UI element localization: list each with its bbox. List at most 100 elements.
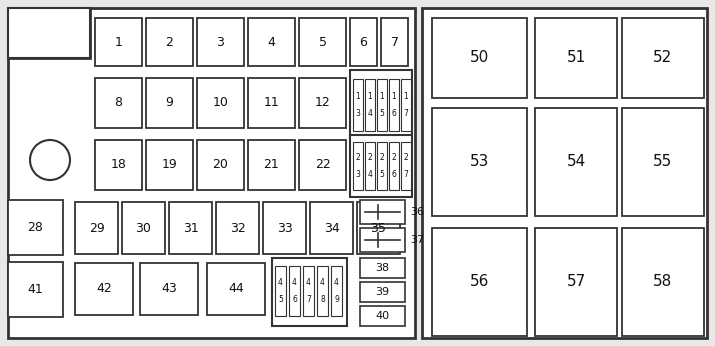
Bar <box>535 228 617 336</box>
Text: 8: 8 <box>320 295 325 304</box>
Text: 34: 34 <box>324 221 340 235</box>
Bar <box>535 108 617 216</box>
Bar <box>216 202 259 254</box>
Polygon shape <box>8 8 415 338</box>
Bar <box>140 263 198 315</box>
Text: 1: 1 <box>380 92 385 101</box>
Text: 44: 44 <box>228 282 244 295</box>
Text: 3: 3 <box>217 36 225 48</box>
Bar <box>622 18 704 98</box>
Bar <box>350 135 412 197</box>
Bar <box>197 78 244 128</box>
Bar <box>248 140 295 190</box>
Text: 57: 57 <box>566 274 586 290</box>
Text: 6: 6 <box>392 109 396 118</box>
Text: 2: 2 <box>368 153 373 162</box>
Bar <box>122 202 165 254</box>
Text: 11: 11 <box>264 97 280 109</box>
Bar <box>622 228 704 336</box>
Bar <box>146 140 193 190</box>
Bar <box>263 202 306 254</box>
Bar <box>432 228 527 336</box>
Bar <box>8 262 63 317</box>
Text: 6: 6 <box>360 36 368 48</box>
Text: 8: 8 <box>114 97 122 109</box>
Text: 1: 1 <box>368 92 373 101</box>
Text: 31: 31 <box>182 221 198 235</box>
Bar <box>317 266 328 316</box>
Bar <box>299 140 346 190</box>
Bar <box>432 108 527 216</box>
Text: 1: 1 <box>355 92 360 101</box>
Bar <box>381 18 408 66</box>
Text: 7: 7 <box>403 170 408 179</box>
Text: 21: 21 <box>264 158 280 172</box>
Bar <box>197 18 244 66</box>
Bar <box>360 282 405 302</box>
Bar <box>8 8 90 58</box>
Bar <box>8 200 63 255</box>
Bar <box>401 142 411 190</box>
Text: 58: 58 <box>654 274 673 290</box>
Text: 22: 22 <box>315 158 330 172</box>
Text: 52: 52 <box>654 51 673 65</box>
Bar <box>75 263 133 315</box>
Text: 56: 56 <box>470 274 489 290</box>
Bar <box>95 78 142 128</box>
Text: 4: 4 <box>292 278 297 287</box>
Bar <box>622 108 704 216</box>
Bar <box>95 140 142 190</box>
Text: 28: 28 <box>28 221 44 234</box>
Bar <box>389 79 399 131</box>
Bar <box>331 266 342 316</box>
Text: 1: 1 <box>404 92 408 101</box>
Bar <box>248 18 295 66</box>
Text: 2: 2 <box>355 153 360 162</box>
Text: 2: 2 <box>380 153 385 162</box>
Text: 1: 1 <box>392 92 396 101</box>
Text: 7: 7 <box>390 36 398 48</box>
Bar <box>377 142 387 190</box>
Bar <box>432 18 527 98</box>
Text: 43: 43 <box>161 282 177 295</box>
Text: 53: 53 <box>470 155 489 170</box>
Text: 38: 38 <box>375 263 390 273</box>
Bar <box>357 202 400 254</box>
Text: 2: 2 <box>404 153 408 162</box>
Text: 33: 33 <box>277 221 292 235</box>
Bar <box>365 142 375 190</box>
Bar <box>365 79 375 131</box>
Text: 4: 4 <box>368 109 373 118</box>
Text: 2: 2 <box>166 36 174 48</box>
Text: 5: 5 <box>380 109 385 118</box>
Text: 4: 4 <box>278 278 283 287</box>
Text: 50: 50 <box>470 51 489 65</box>
Text: 42: 42 <box>96 282 112 295</box>
Text: 40: 40 <box>375 311 390 321</box>
Bar <box>535 18 617 98</box>
Bar <box>75 202 118 254</box>
Bar <box>248 78 295 128</box>
Text: 41: 41 <box>28 283 44 296</box>
Text: 20: 20 <box>212 158 228 172</box>
Bar <box>353 79 363 131</box>
Text: 7: 7 <box>306 295 311 304</box>
Text: 4: 4 <box>320 278 325 287</box>
Bar <box>422 8 707 338</box>
Text: 32: 32 <box>230 221 245 235</box>
Bar <box>389 142 399 190</box>
Text: 7: 7 <box>403 109 408 118</box>
Bar <box>350 70 412 140</box>
Bar <box>360 200 405 224</box>
Bar <box>303 266 314 316</box>
Bar <box>350 18 377 66</box>
Bar <box>289 266 300 316</box>
Text: 19: 19 <box>162 158 177 172</box>
Bar <box>197 140 244 190</box>
Bar <box>360 228 405 252</box>
Text: 54: 54 <box>566 155 586 170</box>
Text: 9: 9 <box>334 295 339 304</box>
Bar <box>146 18 193 66</box>
Bar <box>275 266 286 316</box>
Text: 6: 6 <box>292 295 297 304</box>
